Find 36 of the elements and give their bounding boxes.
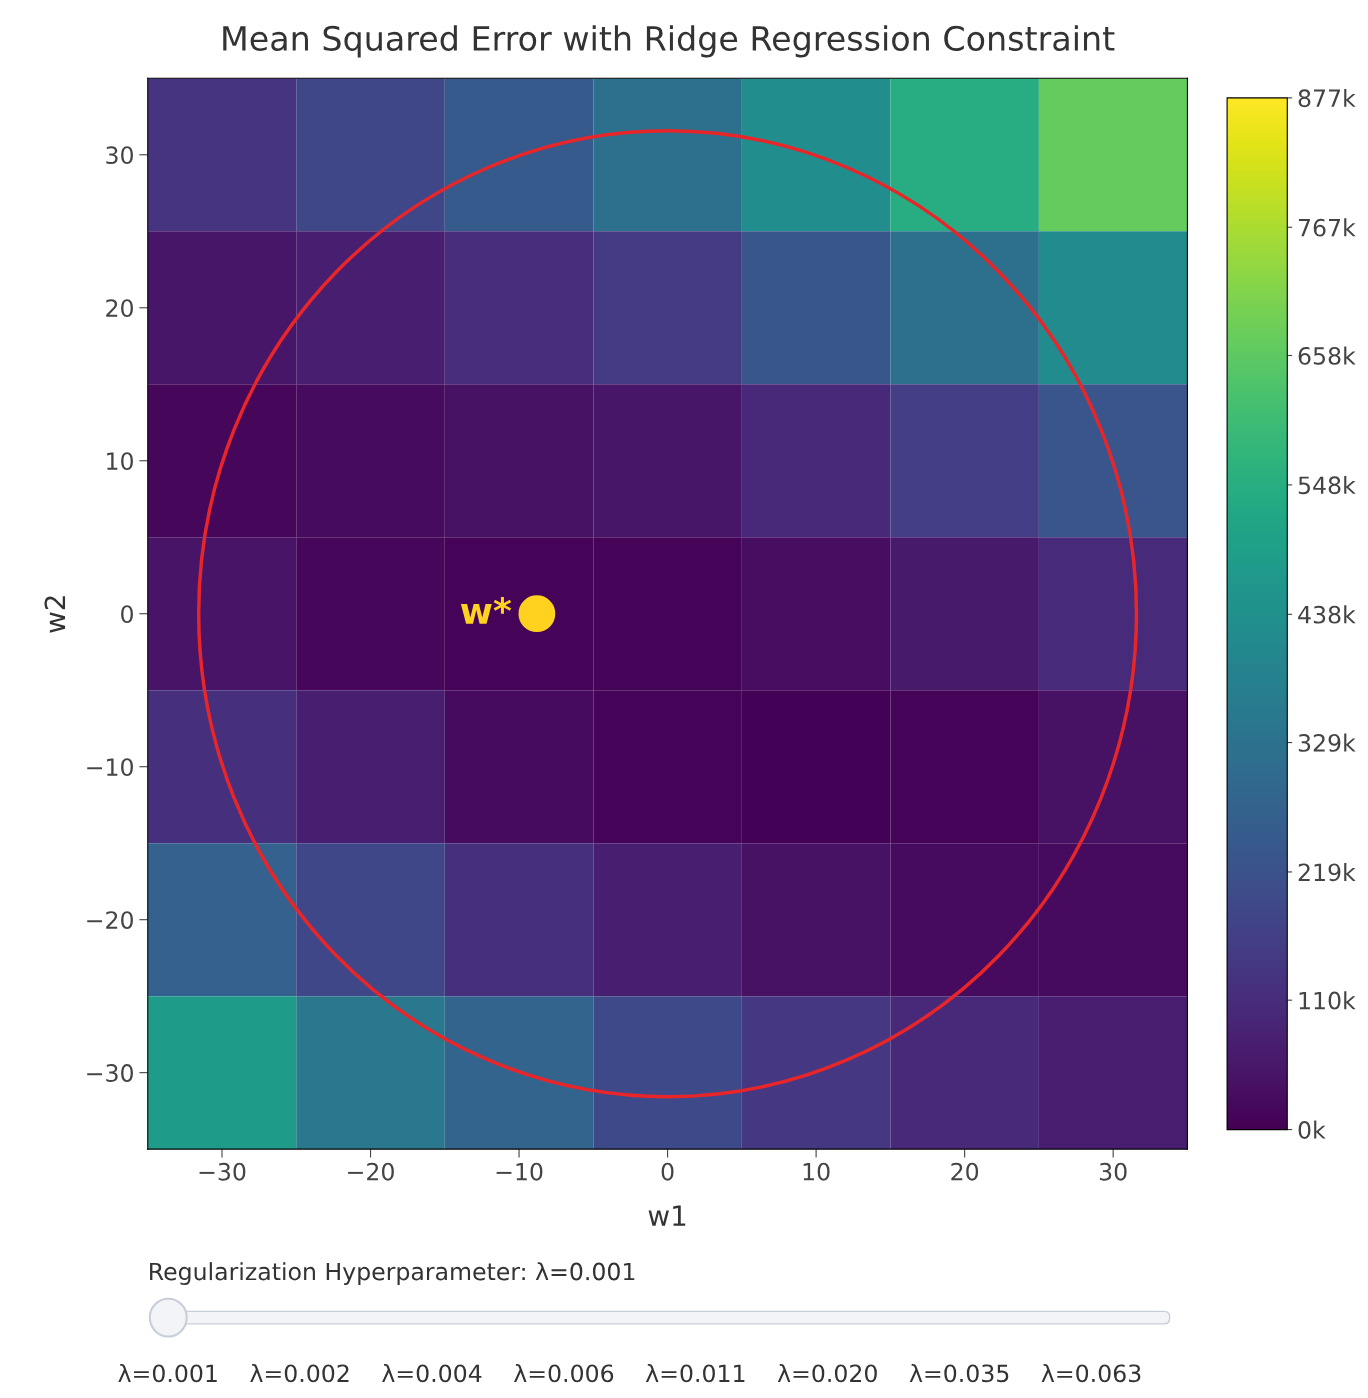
color-bar-label: 877k [1298,88,1356,108]
x-tick-label: 30 [1099,1162,1127,1181]
color-bar-label: 767k [1298,218,1356,237]
x-axis-title: w1 [648,1205,686,1226]
color-bar-label: 329k [1298,733,1356,752]
text: λ=0.002 [250,1363,349,1383]
color-bar-label: 110k [1299,991,1356,1010]
y-tick-label: −20 [87,911,133,929]
text: λ=0.035 [909,1363,1009,1383]
x-tick-label: 10 [803,1162,830,1181]
y-tick-label: 10 [107,452,133,471]
text: λ=0.020 [777,1363,877,1383]
text: λ=0.004 [382,1363,482,1383]
y-tick-label: −10 [87,758,133,777]
annotation: w* [460,596,512,624]
color-bar-label: 219k [1298,862,1356,882]
y-tick-label: 0 [121,605,133,624]
text: λ=0.001 [118,1363,217,1383]
text: λ=0.063 [1041,1363,1141,1383]
chart-title: Mean Squared Error with Ridge Regression Constraint [223,25,1115,58]
y-tick-label: 20 [106,299,133,318]
color-bar-label: 548k [1298,475,1356,495]
x-tick-label: −20 [348,1162,394,1181]
text: λ=0.006 [513,1363,614,1383]
text: λ=0.011 [645,1363,745,1383]
x-tick-label: −30 [199,1162,246,1181]
x-tick-label: 0 [661,1162,674,1181]
x-tick-label: −10 [496,1162,543,1181]
color-bar-label: 0k [1298,1120,1326,1139]
y-axis-title: w2 [44,596,66,633]
y-tick-label: 30 [106,146,133,165]
color-bar-label: 658k [1298,346,1356,365]
y-tick-label: −30 [87,1064,133,1082]
text: Regularization Hyperparameter: λ=0.001 [150,1262,635,1285]
x-tick-label: 20 [951,1162,979,1181]
color-bar-label: 438k [1298,605,1356,624]
